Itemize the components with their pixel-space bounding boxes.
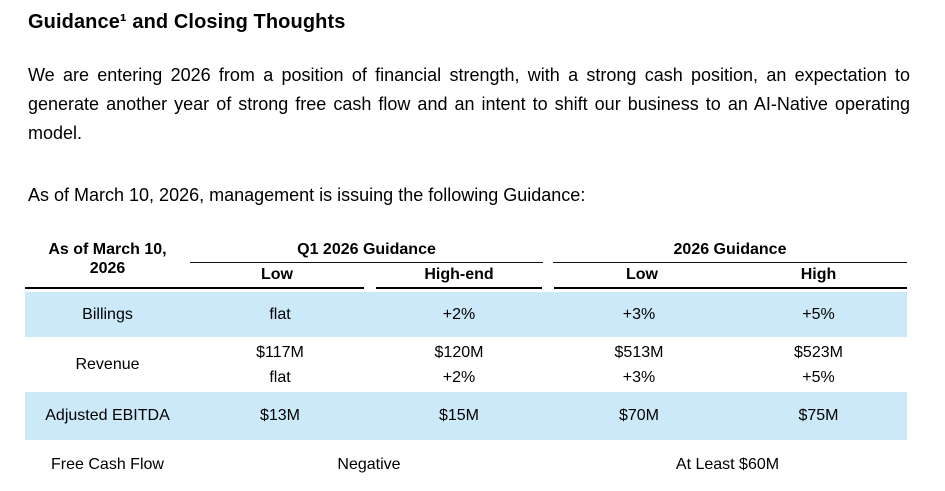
cell-fy-low: $70M — [618, 407, 660, 424]
cell-fy-high: $75M — [798, 407, 839, 424]
row-label: Revenue — [75, 356, 140, 373]
cell-q1-low: $117M flat — [256, 343, 304, 386]
corner-header-as-of-date: As of March 10, 2026 — [25, 237, 190, 289]
subheader-fy-low: Low — [554, 263, 730, 289]
cell-fy-high: +5% — [802, 305, 835, 323]
cell-q1-high-end: $15M — [438, 407, 480, 424]
table-row-revenue: Revenue $117M flat $120M +2% $513M +3% $… — [25, 337, 907, 392]
cell-q1-high-end: $120M +2% — [434, 343, 484, 386]
row-label: Free Cash Flow — [51, 456, 164, 473]
row-label: Adjusted EBITDA — [45, 407, 170, 424]
row-label: Billings — [82, 305, 133, 323]
cell-q1-free-cash-flow: Negative — [337, 456, 401, 473]
subheader-fy-high: High — [730, 263, 907, 289]
intro-paragraph: We are entering 2026 from a position of … — [28, 65, 910, 143]
table-row-free-cash-flow: Free Cash Flow Negative At Least $60M — [25, 444, 907, 486]
cell-fy-low: +3% — [622, 305, 656, 323]
guidance-table: As of March 10, 2026 Q1 2026 Guidance 20… — [25, 237, 907, 486]
table-row-billings: Billings flat +2% +3% +5% — [25, 292, 907, 337]
cell-fy-high: $523M +5% — [794, 343, 843, 386]
section-heading: Guidance¹ and Closing Thoughts — [28, 11, 346, 33]
cell-fy-low: $513M +3% — [614, 343, 664, 386]
group-header-2026-guidance: 2026 Guidance — [553, 241, 907, 263]
cell-q1-high-end: +2% — [442, 305, 476, 323]
cell-q1-low: flat — [269, 305, 291, 323]
group-header-q1-2026-guidance: Q1 2026 Guidance — [190, 241, 543, 263]
cell-q1-low: $13M — [259, 407, 301, 424]
guidance-table-header: As of March 10, 2026 Q1 2026 Guidance 20… — [25, 237, 907, 289]
guidance-intro-line: As of March 10, 2026, management is issu… — [28, 185, 586, 205]
subheader-q1-high-end: High-end — [376, 263, 542, 289]
subheader-q1-low: Low — [190, 263, 364, 289]
table-row-adjusted-ebitda: Adjusted EBITDA $13M $15M $70M $75M — [25, 392, 907, 440]
cell-fy-free-cash-flow: At Least $60M — [675, 456, 780, 473]
